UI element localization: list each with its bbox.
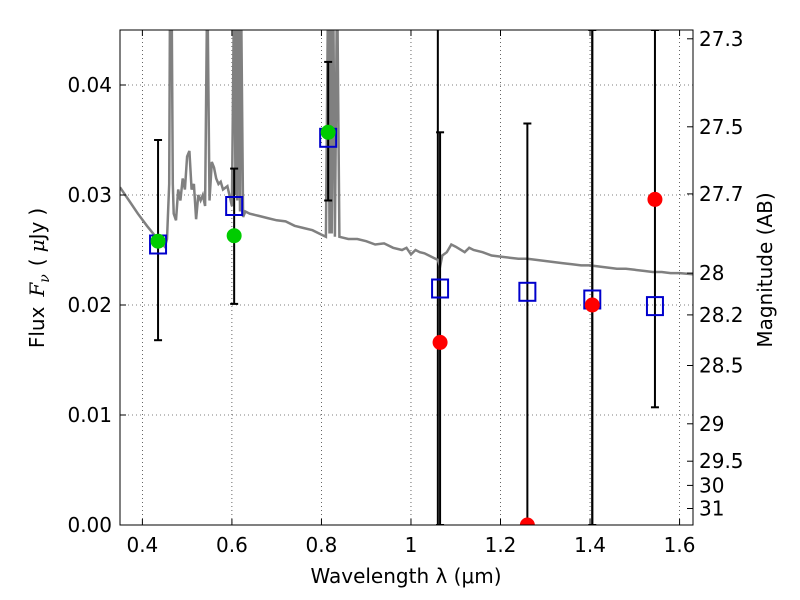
model-spectrum-line bbox=[120, 30, 693, 276]
y-label-math: F bbox=[25, 282, 49, 298]
y2-tick-label: 27.5 bbox=[699, 115, 744, 139]
y-label-unit: Jy bbox=[25, 221, 49, 241]
circle-marker bbox=[432, 334, 448, 350]
data-layer bbox=[120, 30, 693, 525]
square-marker bbox=[518, 281, 537, 302]
y-tick-label: 0.01 bbox=[67, 403, 112, 427]
y2-tick-label: 27.3 bbox=[699, 27, 744, 51]
y-tick-label: 0.00 bbox=[67, 513, 112, 537]
y-tick-label: 0.02 bbox=[67, 293, 112, 317]
x-tick-label: 0.4 bbox=[126, 533, 158, 557]
data-markers bbox=[149, 124, 664, 525]
x-axis-label: Wavelength λ (μm) bbox=[310, 564, 501, 588]
circle-marker bbox=[226, 228, 242, 244]
y-label-sub: ν bbox=[37, 274, 53, 283]
x-tick-label: 0.8 bbox=[306, 533, 338, 557]
y2-tick-label: 27.7 bbox=[699, 182, 744, 206]
svg-text:FluxFν(μJy): Flux Fν ( μJy) bbox=[25, 208, 53, 348]
circle-marker bbox=[584, 297, 600, 313]
square-marker bbox=[645, 296, 664, 317]
y2-tick-label: 29 bbox=[699, 412, 724, 436]
grid bbox=[120, 30, 693, 526]
y2-tick-label: 29.5 bbox=[699, 449, 744, 473]
x-tick-label: 1.4 bbox=[574, 533, 606, 557]
plot-frame bbox=[119, 29, 694, 526]
square-marker bbox=[225, 196, 244, 216]
y2-tick-label: 31 bbox=[699, 497, 724, 521]
plot-area bbox=[120, 30, 693, 525]
y-label-close: ) bbox=[25, 208, 49, 216]
y2-tick-label: 28.2 bbox=[699, 303, 744, 327]
circle-marker bbox=[519, 517, 535, 525]
x-tick-label: 1.2 bbox=[485, 533, 517, 557]
y2-axis-label: Magnitude (AB) bbox=[753, 192, 777, 347]
axis-ticks: 0.4 0.6 0.8 1 1.2 1.4 1.6 0.00 0.01 0.02 0.03 0.04 2… bbox=[67, 27, 743, 557]
y2-tick-label: 28.5 bbox=[699, 354, 744, 378]
circle-marker bbox=[150, 233, 166, 249]
y-label-text: Flux bbox=[25, 306, 49, 348]
y-label-open: ( bbox=[25, 258, 49, 266]
x-tick-label: 0.6 bbox=[216, 533, 248, 557]
error-bars bbox=[154, 30, 659, 525]
y-tick-label: 0.04 bbox=[67, 73, 112, 97]
y-tick-label: 0.03 bbox=[67, 183, 112, 207]
x-tick-label: 1.6 bbox=[664, 533, 696, 557]
circle-marker bbox=[320, 124, 336, 140]
y-axis-label: Flux Fν ( μJy) bbox=[25, 208, 53, 348]
y2-tick-label: 30 bbox=[699, 473, 724, 497]
square-marker bbox=[431, 278, 450, 299]
x-tick-label: 1 bbox=[405, 533, 418, 557]
circle-marker bbox=[647, 191, 663, 207]
y2-tick-label: 28 bbox=[699, 261, 724, 285]
y-label-mu: μ bbox=[25, 239, 49, 252]
